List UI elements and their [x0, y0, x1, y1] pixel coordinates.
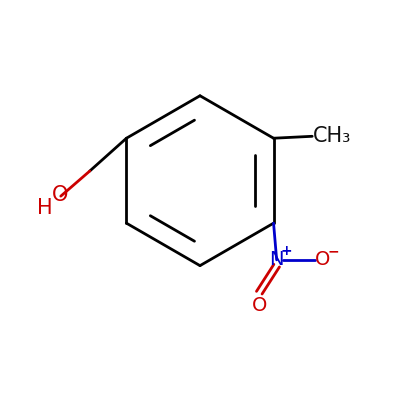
Text: O: O: [52, 185, 68, 205]
Text: H: H: [37, 198, 52, 218]
Text: O: O: [315, 250, 331, 269]
Text: N: N: [270, 250, 284, 269]
Text: +: +: [281, 244, 292, 258]
Text: CH₃: CH₃: [313, 126, 352, 146]
Text: −: −: [328, 244, 339, 258]
Text: O: O: [252, 296, 267, 314]
